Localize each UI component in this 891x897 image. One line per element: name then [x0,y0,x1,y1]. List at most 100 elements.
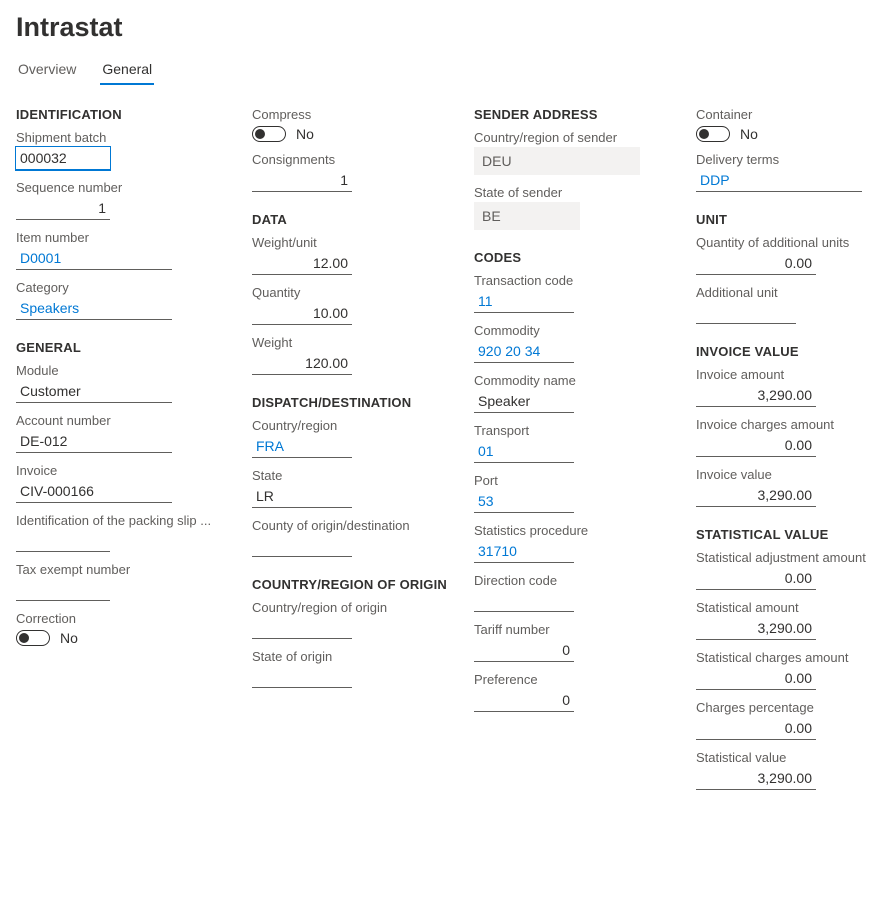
consignments-label: Consignments [252,152,448,167]
direction-code-input[interactable] [474,590,574,612]
stat-charges-label: Statistical charges amount [696,650,891,665]
statistical-heading: STATISTICAL VALUE [696,527,891,542]
sender-country-input: DEU [474,147,640,175]
correction-label: Correction [16,611,226,626]
invoice-value-input[interactable]: 3,290.00 [696,484,816,507]
sender-country-label: Country/region of sender [474,130,670,145]
unit-heading: UNIT [696,212,891,227]
additional-unit-label: Additional unit [696,285,891,300]
invoice-charges-label: Invoice charges amount [696,417,891,432]
sequence-number-label: Sequence number [16,180,226,195]
container-toggle[interactable] [696,126,730,142]
port-input[interactable]: 53 [474,490,574,513]
stat-value-input[interactable]: 3,290.00 [696,767,816,790]
item-number-label: Item number [16,230,226,245]
origin-state-input[interactable] [252,666,352,688]
correction-toggle[interactable] [16,630,50,646]
origin-country-input[interactable] [252,617,352,639]
stat-adj-input[interactable]: 0.00 [696,567,816,590]
preference-label: Preference [474,672,670,687]
origin-heading: COUNTRY/REGION OF ORIGIN [252,577,448,592]
tab-overview[interactable]: Overview [16,57,78,85]
invoice-input[interactable]: CIV-000166 [16,480,172,503]
transaction-code-input[interactable]: 11 [474,290,574,313]
quantity-input[interactable]: 10.00 [252,302,352,325]
dispatch-county-label: County of origin/destination [252,518,448,533]
transport-label: Transport [474,423,670,438]
packing-slip-label: Identification of the packing slip ... [16,513,226,528]
compress-toggle-value: No [296,126,314,142]
quantity-label: Quantity [252,285,448,300]
stats-procedure-label: Statistics procedure [474,523,670,538]
compress-label: Compress [252,107,448,122]
sender-heading: SENDER ADDRESS [474,107,670,122]
invoice-amount-label: Invoice amount [696,367,891,382]
general-heading: GENERAL [16,340,226,355]
preference-input[interactable]: 0 [474,689,574,712]
dispatch-county-input[interactable] [252,535,352,557]
sequence-number-input[interactable]: 1 [16,197,110,220]
account-number-label: Account number [16,413,226,428]
dispatch-state-input[interactable]: LR [252,485,352,508]
packing-slip-input[interactable] [16,530,110,552]
qty-additional-label: Quantity of additional units [696,235,891,250]
data-heading: DATA [252,212,448,227]
category-input[interactable]: Speakers [16,297,172,320]
delivery-terms-label: Delivery terms [696,152,891,167]
tariff-number-input[interactable]: 0 [474,639,574,662]
shipment-batch-input[interactable]: 000032 [16,147,110,170]
transport-input[interactable]: 01 [474,440,574,463]
invoice-charges-input[interactable]: 0.00 [696,434,816,457]
invoice-amount-input[interactable]: 3,290.00 [696,384,816,407]
transaction-code-label: Transaction code [474,273,670,288]
tax-exempt-label: Tax exempt number [16,562,226,577]
compress-toggle[interactable] [252,126,286,142]
weight-input[interactable]: 120.00 [252,352,352,375]
invoice-label: Invoice [16,463,226,478]
page-title: Intrastat [16,12,875,43]
charges-pct-label: Charges percentage [696,700,891,715]
tab-general[interactable]: General [100,57,154,85]
module-label: Module [16,363,226,378]
category-label: Category [16,280,226,295]
sender-state-input: BE [474,202,580,230]
commodity-name-input[interactable]: Speaker [474,390,574,413]
item-number-input[interactable]: D0001 [16,247,172,270]
stat-amount-input[interactable]: 3,290.00 [696,617,816,640]
invoice-value-heading: INVOICE VALUE [696,344,891,359]
dispatch-heading: DISPATCH/DESTINATION [252,395,448,410]
weight-unit-input[interactable]: 12.00 [252,252,352,275]
dispatch-country-input[interactable]: FRA [252,435,352,458]
qty-additional-input[interactable]: 0.00 [696,252,816,275]
stat-charges-input[interactable]: 0.00 [696,667,816,690]
tariff-number-label: Tariff number [474,622,670,637]
additional-unit-input[interactable] [696,302,796,324]
stat-amount-label: Statistical amount [696,600,891,615]
tab-bar: Overview General [16,57,875,85]
sender-state-label: State of sender [474,185,670,200]
consignments-input[interactable]: 1 [252,169,352,192]
delivery-terms-input[interactable]: DDP [696,169,862,192]
tax-exempt-input[interactable] [16,579,110,601]
account-number-input[interactable]: DE-012 [16,430,172,453]
stat-adj-label: Statistical adjustment amount [696,550,891,565]
stats-procedure-input[interactable]: 31710 [474,540,574,563]
codes-heading: CODES [474,250,670,265]
charges-pct-input[interactable]: 0.00 [696,717,816,740]
stat-value-label: Statistical value [696,750,891,765]
origin-state-label: State of origin [252,649,448,664]
container-toggle-value: No [740,126,758,142]
invoice-value-label: Invoice value [696,467,891,482]
identification-heading: IDENTIFICATION [16,107,226,122]
direction-code-label: Direction code [474,573,670,588]
correction-toggle-value: No [60,630,78,646]
shipment-batch-label: Shipment batch [16,130,226,145]
module-input[interactable]: Customer [16,380,172,403]
container-label: Container [696,107,891,122]
origin-country-label: Country/region of origin [252,600,448,615]
weight-unit-label: Weight/unit [252,235,448,250]
commodity-input[interactable]: 920 20 34 [474,340,574,363]
commodity-name-label: Commodity name [474,373,670,388]
weight-label: Weight [252,335,448,350]
commodity-label: Commodity [474,323,670,338]
